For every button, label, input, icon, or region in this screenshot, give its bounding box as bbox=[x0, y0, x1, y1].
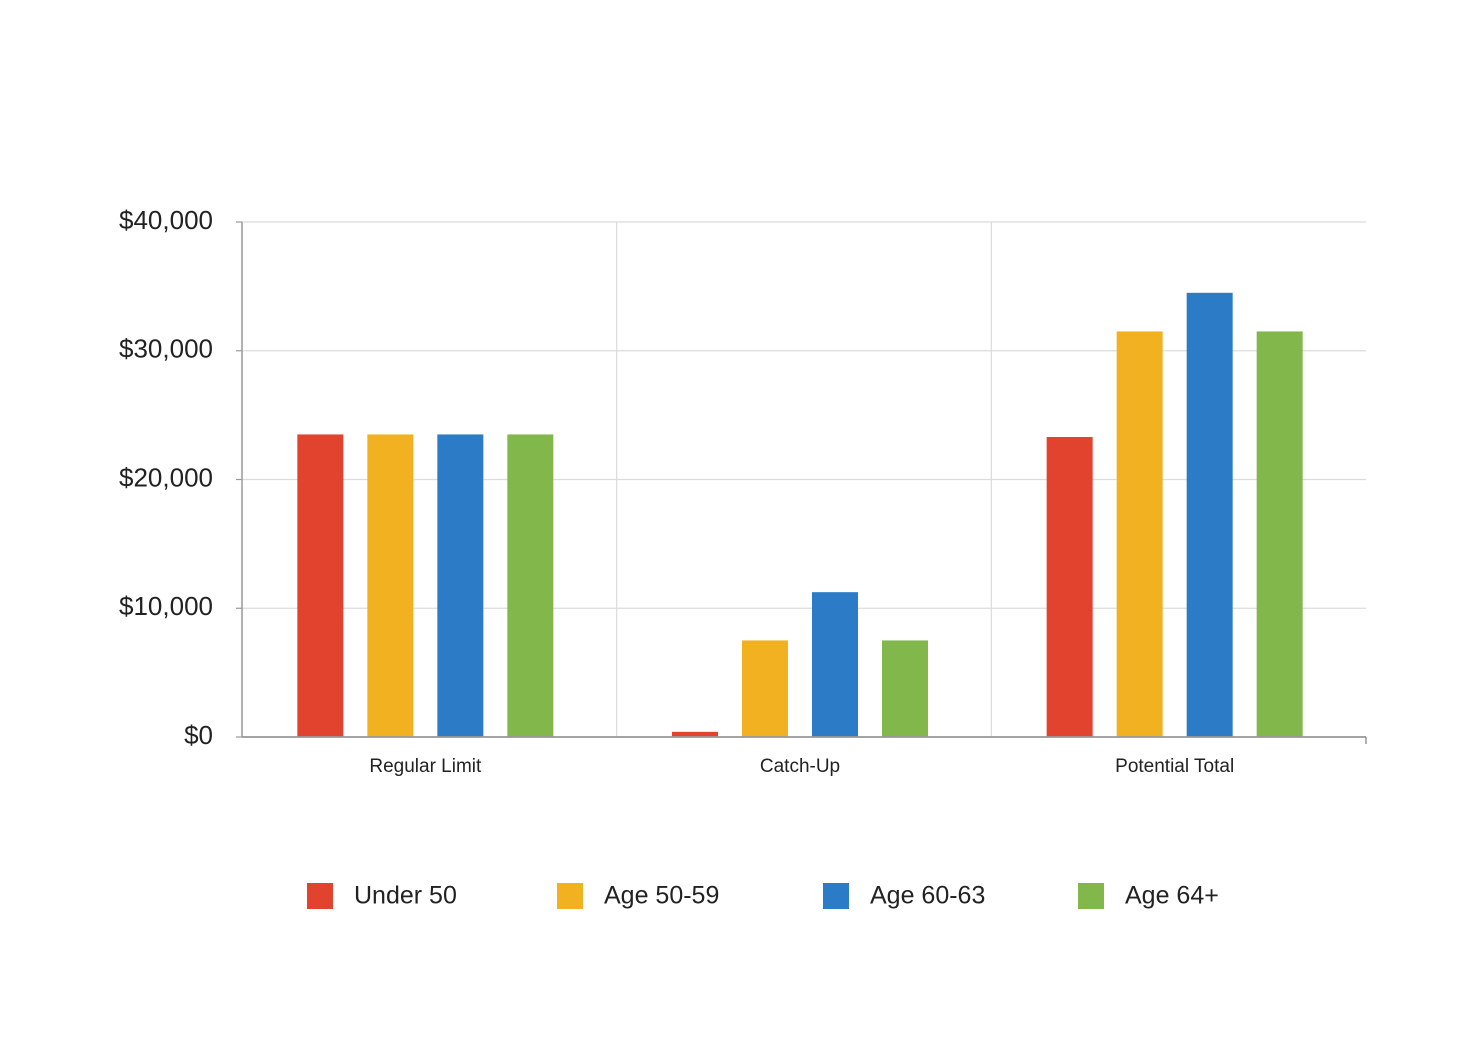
legend-swatch bbox=[557, 883, 583, 909]
legend-label: Under 50 bbox=[354, 882, 457, 910]
y-tick-label: $10,000 bbox=[119, 591, 213, 621]
x-tick-label: Regular Limit bbox=[369, 756, 482, 777]
bar bbox=[1186, 292, 1233, 737]
legend-swatch bbox=[307, 883, 333, 909]
bar bbox=[1046, 437, 1093, 737]
bar bbox=[1116, 331, 1163, 737]
bar bbox=[812, 592, 858, 737]
bar bbox=[1256, 331, 1303, 737]
bar bbox=[742, 640, 788, 737]
legend-swatch bbox=[1078, 883, 1104, 909]
y-tick-label: $30,000 bbox=[119, 334, 213, 364]
bar bbox=[882, 640, 928, 737]
y-tick-label: $0 bbox=[184, 720, 213, 750]
bar bbox=[367, 434, 414, 737]
y-tick-label: $20,000 bbox=[119, 462, 213, 492]
bar bbox=[672, 731, 718, 737]
legend-swatch bbox=[823, 883, 849, 909]
x-tick-label: Potential Total bbox=[1115, 756, 1234, 777]
legend-label: Age 60-63 bbox=[870, 882, 985, 910]
y-tick-label: $40,000 bbox=[119, 205, 213, 235]
bar bbox=[507, 434, 554, 737]
legend-label: Age 64+ bbox=[1125, 882, 1219, 910]
bar bbox=[437, 434, 484, 737]
bar bbox=[297, 434, 344, 737]
x-tick-label: Catch-Up bbox=[760, 756, 840, 777]
legend-label: Age 50-59 bbox=[604, 882, 719, 910]
